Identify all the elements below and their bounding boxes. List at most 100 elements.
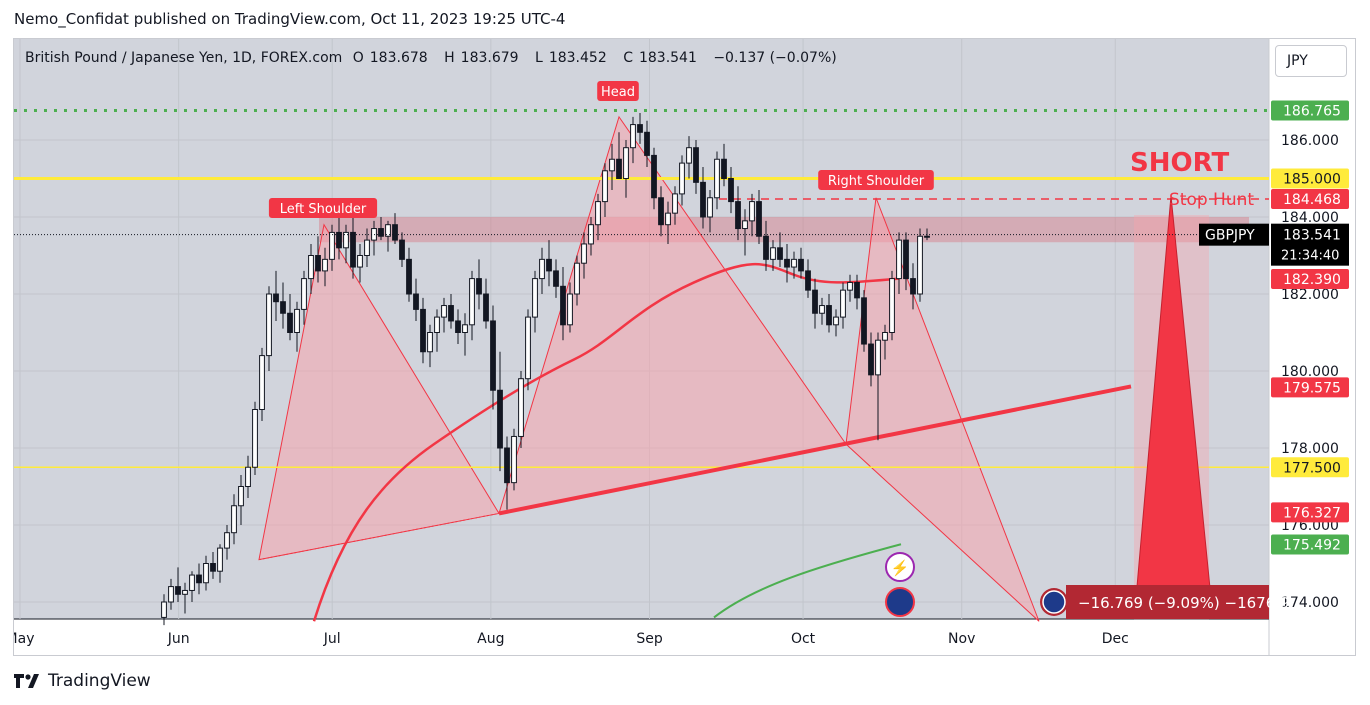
candle[interactable] [378, 217, 384, 241]
candle[interactable] [840, 282, 846, 329]
candle[interactable] [182, 582, 188, 614]
candle[interactable] [161, 594, 167, 626]
symbol-name[interactable]: British Pound / Japanese Yen, 1D, FOREX.… [25, 50, 343, 66]
candle[interactable] [637, 113, 643, 144]
candle[interactable] [784, 243, 790, 283]
candle[interactable] [294, 301, 300, 352]
candle[interactable] [819, 297, 825, 325]
candle[interactable] [196, 563, 202, 595]
candle[interactable] [581, 232, 587, 279]
candle[interactable] [714, 151, 720, 210]
candle[interactable] [245, 455, 251, 499]
candle[interactable] [343, 224, 349, 264]
candle[interactable] [406, 247, 412, 302]
candle[interactable] [567, 282, 573, 333]
candle[interactable] [546, 240, 552, 287]
candle[interactable] [238, 474, 244, 525]
candle[interactable] [868, 332, 874, 387]
candle[interactable] [399, 232, 405, 268]
price-axis[interactable] [1269, 39, 1356, 656]
candle[interactable] [518, 371, 524, 448]
candle[interactable] [903, 232, 909, 291]
candle[interactable] [322, 247, 328, 287]
candle[interactable] [791, 251, 797, 279]
chart-canvas[interactable]: 186.000184.000182.000180.000178.000176.0… [14, 39, 1356, 656]
candle[interactable] [700, 166, 706, 229]
candle[interactable] [910, 263, 916, 310]
candle[interactable] [560, 267, 566, 341]
candle[interactable] [532, 270, 538, 333]
candle[interactable] [350, 217, 356, 279]
candle[interactable] [217, 544, 223, 583]
candle[interactable] [721, 143, 727, 187]
candle[interactable] [287, 294, 293, 341]
candle[interactable] [826, 294, 832, 333]
candle[interactable] [728, 166, 734, 214]
candle[interactable] [616, 132, 622, 179]
candle[interactable] [665, 201, 671, 244]
candle[interactable] [875, 332, 881, 441]
currency-button[interactable]: JPY [1275, 45, 1347, 77]
candle[interactable] [504, 436, 510, 510]
candle[interactable] [483, 278, 489, 329]
candle[interactable] [798, 247, 804, 279]
candle[interactable] [812, 278, 818, 329]
candle[interactable] [357, 243, 363, 283]
candle[interactable] [476, 259, 482, 310]
candle[interactable] [707, 190, 713, 233]
candle[interactable] [763, 220, 769, 271]
candle[interactable] [777, 232, 783, 268]
chart-frame[interactable]: 186.000 184.000 182.000 180.000 178.000 176.0… [13, 38, 1356, 656]
candle[interactable] [490, 305, 496, 410]
candle[interactable] [175, 567, 181, 602]
candle[interactable] [301, 270, 307, 325]
candle[interactable] [770, 240, 776, 271]
candle[interactable] [308, 243, 314, 294]
candle[interactable] [427, 324, 433, 368]
candle[interactable] [497, 351, 503, 472]
candle[interactable] [364, 228, 370, 268]
candle[interactable] [847, 274, 853, 302]
candle[interactable] [742, 209, 748, 256]
time-axis[interactable] [14, 619, 1269, 656]
candle[interactable] [609, 143, 615, 191]
candle[interactable] [644, 120, 650, 167]
candle[interactable] [525, 309, 531, 391]
candle[interactable] [392, 213, 398, 244]
candle[interactable] [672, 186, 678, 225]
candle[interactable] [630, 116, 636, 164]
candle[interactable] [420, 297, 426, 364]
candle[interactable] [574, 255, 580, 306]
candle[interactable] [203, 555, 209, 591]
candle[interactable] [917, 228, 923, 302]
candle[interactable] [413, 278, 419, 321]
candle[interactable] [854, 274, 860, 310]
candle[interactable] [896, 232, 902, 294]
candle[interactable] [280, 282, 286, 329]
candle[interactable] [462, 313, 468, 356]
candle[interactable] [693, 140, 699, 194]
candle[interactable] [336, 217, 342, 260]
candle[interactable] [595, 193, 601, 241]
candle[interactable] [385, 220, 391, 252]
candle[interactable] [749, 193, 755, 237]
candle[interactable] [833, 309, 839, 337]
event-earnings-icon[interactable] [885, 552, 915, 582]
candle[interactable] [882, 324, 888, 360]
candle[interactable] [889, 270, 895, 341]
candle[interactable] [511, 428, 517, 491]
candle[interactable] [441, 297, 447, 333]
candle[interactable] [259, 347, 265, 422]
candle[interactable] [231, 494, 237, 545]
candle[interactable] [168, 578, 174, 610]
candle[interactable] [455, 309, 461, 345]
candle[interactable] [553, 259, 559, 298]
candle[interactable] [686, 136, 692, 179]
candle[interactable] [469, 270, 475, 341]
candle[interactable] [539, 247, 545, 294]
candle[interactable] [602, 163, 608, 217]
candle[interactable] [252, 401, 258, 475]
candle[interactable] [266, 286, 272, 371]
candle[interactable] [805, 259, 811, 298]
candle[interactable] [735, 186, 741, 241]
